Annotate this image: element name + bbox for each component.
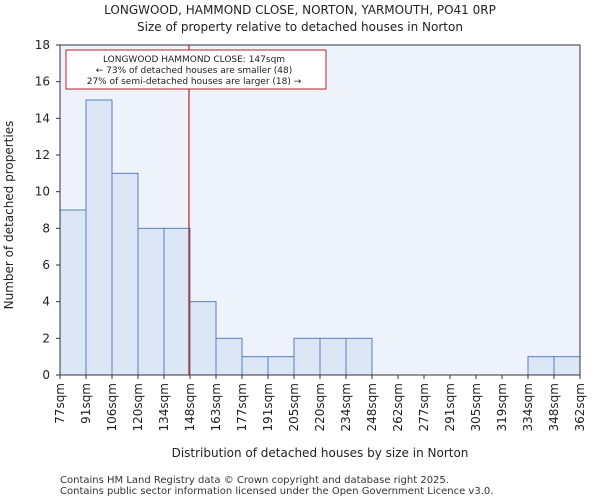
y-tick-label-6: 6 [42,258,50,272]
annotation-box: LONGWOOD HAMMOND CLOSE: 147sqm ← 73% of … [65,49,327,90]
y-tick-label-16: 16 [35,75,50,89]
x-tick-label-234sqm: 234sqm [339,383,353,431]
bar-148sqm [189,301,217,376]
x-tick-label-305sqm: 305sqm [469,383,483,431]
x-tick-label-362sqm: 362sqm [573,383,587,431]
x-axis-label: Distribution of detached houses by size … [172,446,469,460]
chart-subtitle: Size of property relative to detached ho… [137,20,463,34]
x-tick-label-91sqm: 91sqm [79,383,93,424]
y-tick-label-8: 8 [42,221,50,235]
y-tick-label-0: 0 [42,368,50,382]
x-tick-label-120sqm: 120sqm [131,383,145,431]
x-tick-label-106sqm: 106sqm [105,383,119,431]
y-tick-label-12: 12 [35,148,50,162]
y-axis-label: Number of detached properties [2,121,16,310]
footer-line-2: Contains public sector information licen… [60,486,494,497]
y-tick-label-2: 2 [42,331,50,345]
bar-205sqm [293,337,321,376]
x-tick-label-134sqm: 134sqm [157,383,171,431]
x-tick-label-205sqm: 205sqm [287,383,301,431]
y-tick-label-14: 14 [35,111,50,125]
bar-106sqm [111,172,139,376]
bar-191sqm [267,356,295,376]
annotation-line1: LONGWOOD HAMMOND CLOSE: 147sqm [103,55,285,65]
x-tick-label-148sqm: 148sqm [183,383,197,431]
annotation-line3: 27% of semi-detached houses are larger (… [87,77,302,87]
bar-134sqm [163,227,191,376]
bars-layer [59,99,581,376]
bar-234sqm [345,337,373,376]
x-tick-label-334sqm: 334sqm [521,383,535,431]
ticks-layer: 0 2 4 6 8 10 12 14 16 18 77sqm 91sqm 106sqm 120sqm 134… [35,38,587,431]
x-tick-label-348sqm: 348sqm [547,383,561,431]
footer-line-1: Contains HM Land Registry data © Crown c… [60,475,449,486]
chart-title: LONGWOOD, HAMMOND CLOSE, NORTON, YARMOUT… [104,3,496,17]
bar-91sqm [85,99,113,376]
x-tick-label-262sqm: 262sqm [391,383,405,431]
plot-frame [59,44,581,376]
bar-177sqm [241,356,269,376]
x-tick-label-277sqm: 277sqm [417,383,431,431]
x-tick-label-77sqm: 77sqm [53,383,67,424]
x-tick-label-191sqm: 191sqm [261,383,275,431]
bar-348sqm [553,356,581,376]
x-tick-label-319sqm: 319sqm [495,383,509,431]
bar-334sqm [527,356,555,376]
y-tick-label-4: 4 [42,295,50,309]
bar-77sqm [59,209,87,376]
x-tick-label-220sqm: 220sqm [313,383,327,431]
x-tick-label-291sqm: 291sqm [443,383,457,431]
y-tick-label-18: 18 [35,38,50,52]
bar-120sqm [137,227,165,376]
y-tick-label-10: 10 [35,185,50,199]
bar-163sqm [215,337,243,376]
x-tick-label-163sqm: 163sqm [209,383,223,431]
x-tick-label-177sqm: 177sqm [235,383,249,431]
bar-220sqm [319,337,347,376]
x-tick-label-248sqm: 248sqm [365,383,379,431]
annotation-line2: ← 73% of detached houses are smaller (48… [96,66,293,76]
